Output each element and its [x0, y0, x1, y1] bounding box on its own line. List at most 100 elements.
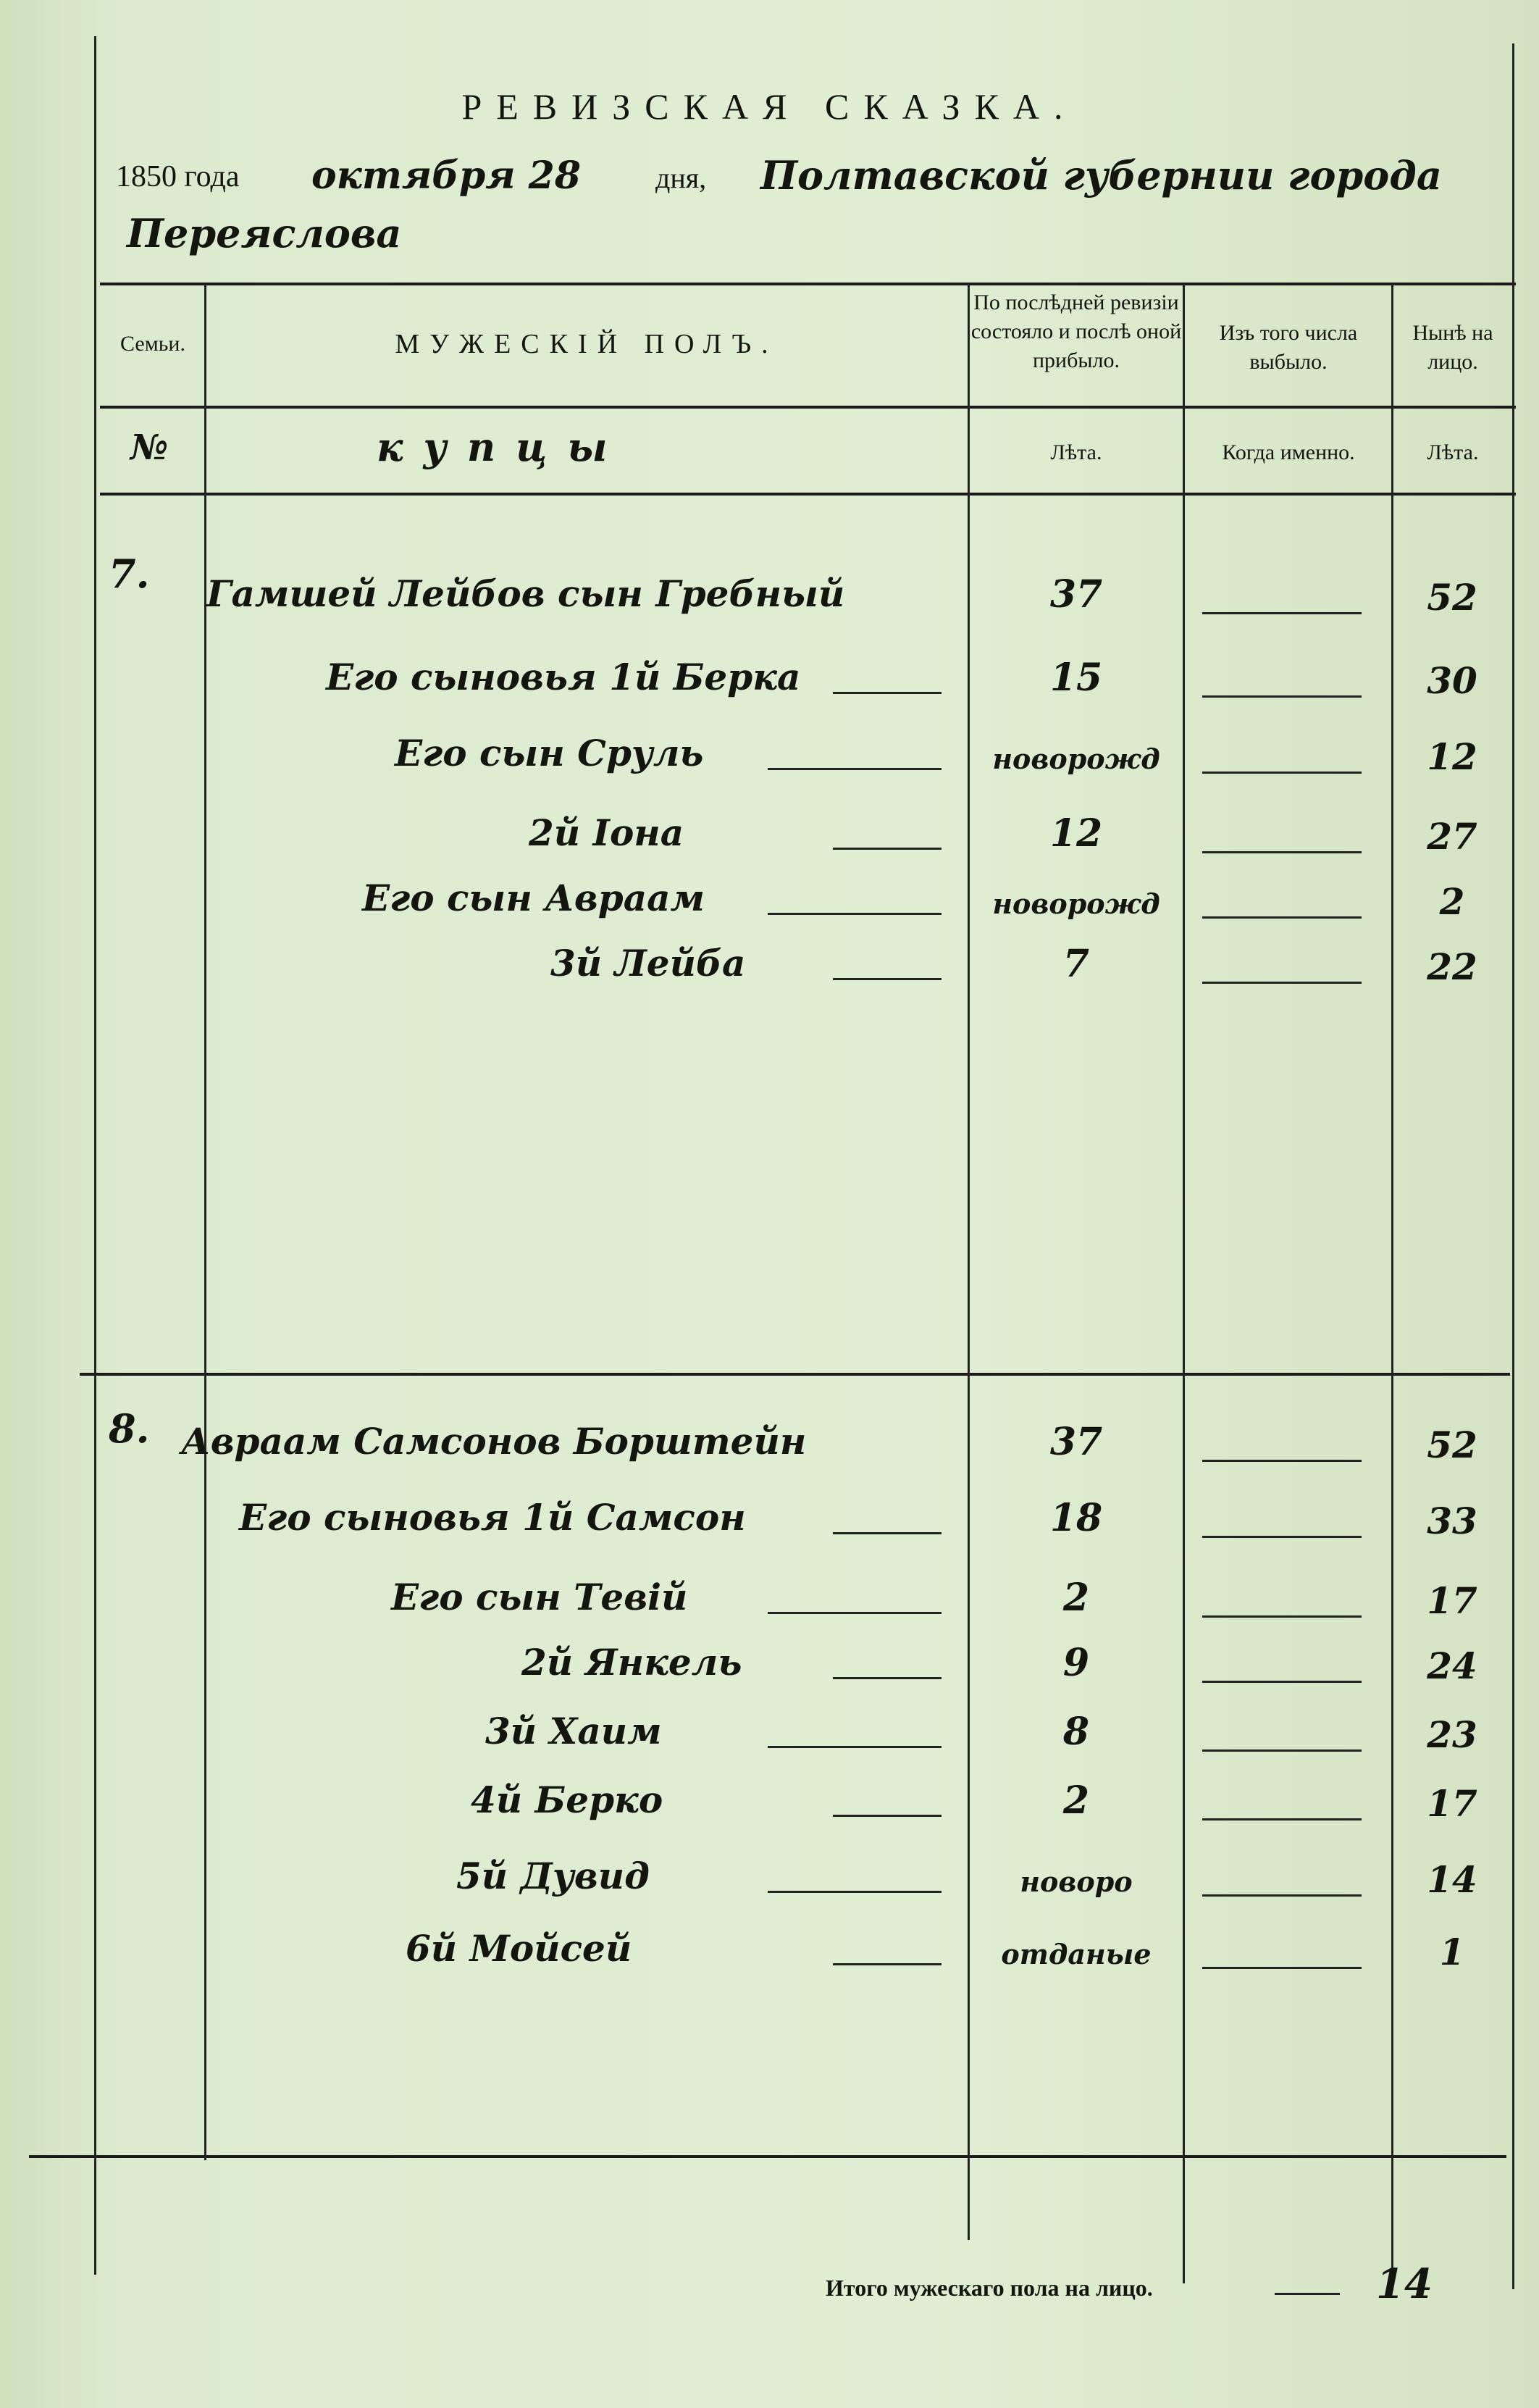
footer-total: 14	[1376, 2260, 1433, 2308]
subheader-years: Лѣта.	[1050, 440, 1102, 464]
member-name: Гамшей Лейбов сын Гребный	[206, 572, 845, 615]
col-divider-family	[204, 284, 206, 2160]
departed-dash	[1202, 916, 1362, 919]
leader-dash	[833, 978, 942, 980]
leader-dash	[833, 1677, 942, 1679]
present-years: 2	[1439, 880, 1465, 923]
leader-dash	[768, 768, 942, 770]
departed-dash	[1202, 695, 1362, 698]
last-revision-years: новорожд	[992, 743, 1160, 775]
present-years: 17	[1427, 1782, 1477, 1825]
leader-dash	[768, 913, 942, 915]
leader-dash	[833, 848, 942, 850]
departed-dash	[1202, 1460, 1362, 1462]
member-name: 3й Хаим	[485, 1710, 662, 1752]
date-year: 1850 года	[116, 159, 239, 194]
left-border	[94, 36, 96, 2275]
last-revision-years: новоро	[1020, 1865, 1133, 1898]
footer-dash	[1275, 2293, 1340, 2295]
present-years: 14	[1427, 1858, 1477, 1901]
present-years: 24	[1427, 1644, 1477, 1687]
member-name: Его сын Сруль	[395, 732, 704, 774]
present-years: 33	[1427, 1500, 1477, 1542]
last-revision-years: 37	[1049, 572, 1103, 616]
departed-dash	[1202, 1967, 1362, 1969]
leader-dash	[833, 1532, 942, 1534]
header-divider	[100, 406, 1516, 409]
header-last-revision: По послѣдней ревизіи состояло и послѣ он…	[970, 290, 1182, 372]
last-revision-years: 37	[1049, 1420, 1103, 1464]
last-revision-years: новорожд	[992, 887, 1160, 920]
subheader-when: Когда именно.	[1222, 440, 1355, 464]
subheader-number: №	[130, 427, 169, 468]
present-years: 52	[1427, 576, 1477, 619]
year-label: года	[184, 160, 240, 193]
last-revision-years: 8	[1062, 1710, 1090, 1754]
present-years: 1	[1439, 1931, 1465, 1973]
header-departed: Изъ того числа выбыло.	[1219, 321, 1358, 374]
last-revision-years: 18	[1049, 1496, 1103, 1540]
leader-dash	[833, 692, 942, 694]
departed-dash	[1202, 1536, 1362, 1538]
last-revision-years: 2	[1062, 1778, 1090, 1823]
member-name: 5й Дувид	[456, 1855, 650, 1897]
member-name: Его сын Авраам	[362, 877, 705, 919]
last-revision-years: 15	[1049, 656, 1103, 700]
family-number: 8.	[109, 1405, 150, 1452]
present-years: 30	[1427, 659, 1477, 702]
col-divider-last	[1183, 284, 1185, 2283]
leader-dash	[833, 1963, 942, 1965]
present-years: 23	[1427, 1713, 1477, 1756]
departed-dash	[1202, 612, 1362, 614]
leader-dash	[768, 1891, 942, 1893]
header-family: Семьи.	[120, 332, 185, 356]
departed-dash	[1202, 1818, 1362, 1820]
table-top-line	[100, 283, 1516, 285]
col-divider-departed	[1391, 284, 1393, 2291]
member-name: 2й Іона	[529, 811, 684, 854]
last-revision-years: 7	[1062, 942, 1090, 986]
right-border	[1512, 43, 1514, 2289]
present-years: 17	[1427, 1579, 1477, 1622]
present-years: 12	[1427, 735, 1477, 778]
header-male: МУЖЕСКІЙ ПОЛЪ.	[395, 329, 779, 359]
departed-dash	[1202, 982, 1362, 984]
last-revision-years: 12	[1049, 811, 1103, 856]
last-revision-years: 9	[1062, 1641, 1090, 1685]
member-name: Авраам Самсонов Борштейн	[181, 1420, 807, 1463]
city: Переяслова	[127, 210, 402, 256]
departed-dash	[1202, 1894, 1362, 1897]
place: Полтавской губернии города	[760, 152, 1442, 198]
subheader-estate: купцы	[377, 424, 628, 470]
day-label: дня,	[655, 162, 707, 194]
member-name: 4й Берко	[471, 1778, 663, 1821]
member-name: Его сыновья 1й Самсон	[239, 1496, 746, 1539]
date-month-day: октября 28	[311, 154, 582, 198]
present-years: 52	[1427, 1424, 1477, 1466]
document-title: РЕВИЗСКАЯ СКАЗКА.	[461, 86, 1078, 127]
table-bottom-line	[29, 2155, 1506, 2158]
departed-dash	[1202, 851, 1362, 853]
subheader-years-present: Лѣта.	[1427, 440, 1479, 464]
departed-dash	[1202, 1681, 1362, 1683]
present-years: 22	[1427, 945, 1477, 988]
departed-dash	[1202, 772, 1362, 774]
member-name: 2й Янкель	[521, 1641, 742, 1684]
leader-dash	[768, 1746, 942, 1748]
family-divider	[80, 1373, 1510, 1376]
last-revision-years: 2	[1062, 1576, 1090, 1620]
subheader-divider	[100, 493, 1516, 496]
year: 1850	[116, 160, 177, 193]
member-name: Его сын Тевій	[391, 1576, 688, 1618]
member-name: Его сыновья 1й Берка	[326, 656, 801, 698]
leader-dash	[833, 1815, 942, 1817]
header-present: Нынѣ на лицо.	[1412, 321, 1493, 374]
departed-dash	[1202, 1749, 1362, 1752]
last-revision-years: отданые	[1001, 1938, 1152, 1970]
present-years: 27	[1427, 815, 1477, 858]
col-divider-name	[968, 284, 970, 2240]
member-name: 3й Лейба	[550, 942, 746, 984]
departed-dash	[1202, 1615, 1362, 1618]
footer-label: Итого мужескаго пола на лицо.	[826, 2275, 1153, 2301]
